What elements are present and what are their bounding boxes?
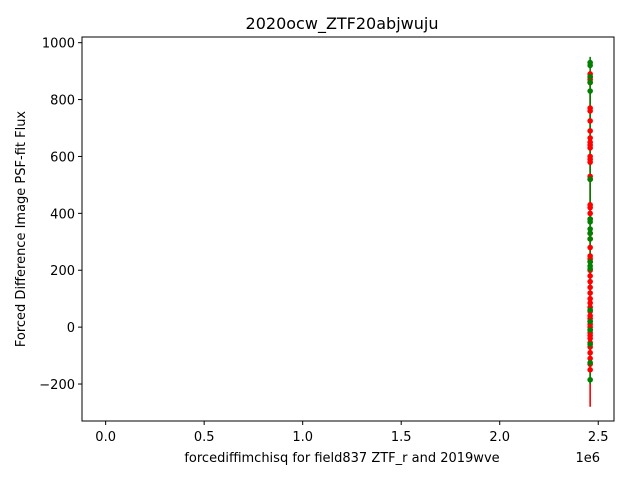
data-point-red — [587, 349, 593, 356]
x-tick-label: 0.0 — [95, 430, 116, 445]
x-tick-label: 0.5 — [194, 430, 215, 445]
x-tick-label: 2.0 — [489, 430, 510, 445]
data-point-green — [587, 230, 593, 237]
data-point-red — [587, 145, 593, 151]
data-point-red — [587, 284, 593, 291]
x-tick-label: 2.5 — [588, 430, 609, 445]
data-point-red — [587, 159, 593, 165]
data-point-red — [587, 290, 593, 296]
data-point-green — [587, 236, 593, 242]
data-point-red — [587, 204, 593, 211]
data-point-green — [587, 74, 593, 80]
data-point-red — [587, 128, 593, 134]
data-point-red — [587, 367, 593, 373]
y-tick-label: 400 — [50, 207, 75, 222]
chart-title: 2020ocw_ZTF20abjwuju — [246, 14, 439, 34]
x-axis-offset-label: 1e6 — [575, 451, 600, 466]
y-axis-ticks: −200 0 200 400 600 800 1000 — [39, 37, 82, 393]
data-point-green — [587, 359, 593, 366]
data-point-red — [587, 108, 593, 114]
x-axis-label: forcediffimchisq for field837 ZTF_r and … — [184, 451, 499, 466]
x-axis-ticks: 0.0 0.5 1.0 1.5 2.0 2.5 — [95, 421, 609, 445]
y-tick-label: −200 — [39, 378, 75, 393]
x-tick-label: 1.0 — [292, 430, 313, 445]
data-point-red — [587, 135, 593, 141]
x-tick-label: 1.5 — [391, 430, 412, 445]
data-point-green — [587, 318, 593, 325]
data-point-red — [587, 355, 593, 362]
data-point-red — [587, 278, 593, 285]
data-point-green — [587, 341, 593, 348]
y-tick-label: 200 — [50, 264, 75, 279]
plot-area — [81, 36, 615, 422]
data-point-green — [587, 62, 593, 69]
data-point-red — [587, 273, 593, 279]
data-points — [587, 59, 593, 383]
data-point-green — [587, 307, 593, 313]
data-point-green — [587, 327, 593, 333]
data-point-green — [587, 79, 593, 86]
data-point-green — [587, 226, 593, 232]
y-axis-label: Forced Difference Image PSF-fit Flux — [14, 111, 29, 348]
data-point-red — [587, 210, 593, 217]
data-point-red — [587, 335, 593, 342]
y-tick-label: 0 — [67, 321, 75, 336]
y-tick-label: 600 — [50, 150, 75, 165]
data-point-green — [587, 266, 593, 272]
data-point-green — [587, 258, 593, 265]
data-point-green — [587, 88, 593, 94]
data-point-green — [587, 376, 593, 383]
data-point-red — [587, 300, 593, 306]
data-point-red — [587, 244, 593, 251]
y-tick-label: 800 — [50, 94, 75, 109]
y-tick-label: 1000 — [42, 37, 75, 52]
data-point-green — [587, 176, 593, 183]
data-point-red — [587, 295, 593, 302]
data-point-red — [587, 118, 593, 124]
data-point-green — [587, 219, 593, 225]
